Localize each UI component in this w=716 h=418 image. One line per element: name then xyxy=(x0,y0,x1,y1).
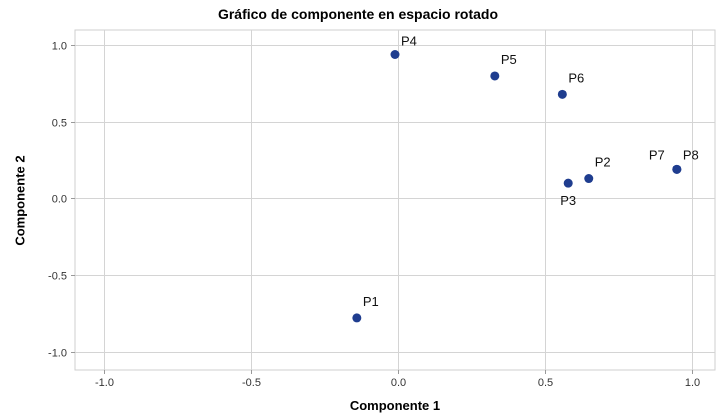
x-axis-label: Componente 1 xyxy=(349,398,441,413)
y-tick-label: -1.0 xyxy=(48,348,67,360)
y-tick-label: -0.5 xyxy=(48,271,67,283)
x-tick-label: 0.0 xyxy=(391,377,406,389)
data-point-p2 xyxy=(584,174,594,184)
x-tick-label: 0.5 xyxy=(538,377,553,389)
point-label-p2: P2 xyxy=(595,155,611,170)
plot-frame xyxy=(74,29,716,371)
data-point-p5 xyxy=(490,71,500,81)
y-tick-label: 0.0 xyxy=(52,194,67,206)
data-point-p3 xyxy=(563,178,573,188)
x-tick-label: -0.5 xyxy=(242,377,261,389)
point-label-p8: P8 xyxy=(683,147,699,162)
data-point-p4 xyxy=(390,50,400,60)
point-label-p7: P7 xyxy=(649,147,665,162)
data-point-p8 xyxy=(672,164,682,174)
y-tick-label: 1.0 xyxy=(52,41,67,53)
x-tick-label: 1.0 xyxy=(685,377,700,389)
point-label-p1: P1 xyxy=(363,294,379,309)
x-tick-label: -1.0 xyxy=(95,377,114,389)
point-label-p6: P6 xyxy=(568,70,584,85)
point-label-p5: P5 xyxy=(501,52,517,67)
data-point-p1 xyxy=(352,313,362,323)
chart-title: Gráfico de componente en espacio rotado xyxy=(217,6,499,22)
point-label-p4: P4 xyxy=(401,34,417,49)
point-label-p3: P3 xyxy=(560,193,576,208)
data-point-p6 xyxy=(557,89,567,99)
y-tick-label: 0.5 xyxy=(52,118,67,130)
